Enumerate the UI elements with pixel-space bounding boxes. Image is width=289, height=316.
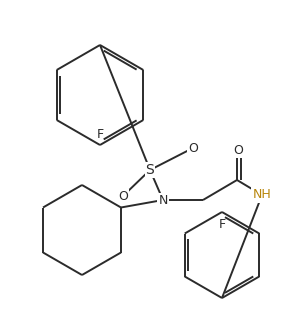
- Text: O: O: [118, 190, 128, 203]
- Text: N: N: [158, 193, 168, 206]
- Text: O: O: [188, 142, 198, 155]
- Text: O: O: [234, 143, 243, 156]
- Text: NH: NH: [253, 189, 271, 202]
- Text: S: S: [146, 163, 154, 177]
- Text: F: F: [97, 127, 103, 141]
- Text: F: F: [218, 217, 225, 230]
